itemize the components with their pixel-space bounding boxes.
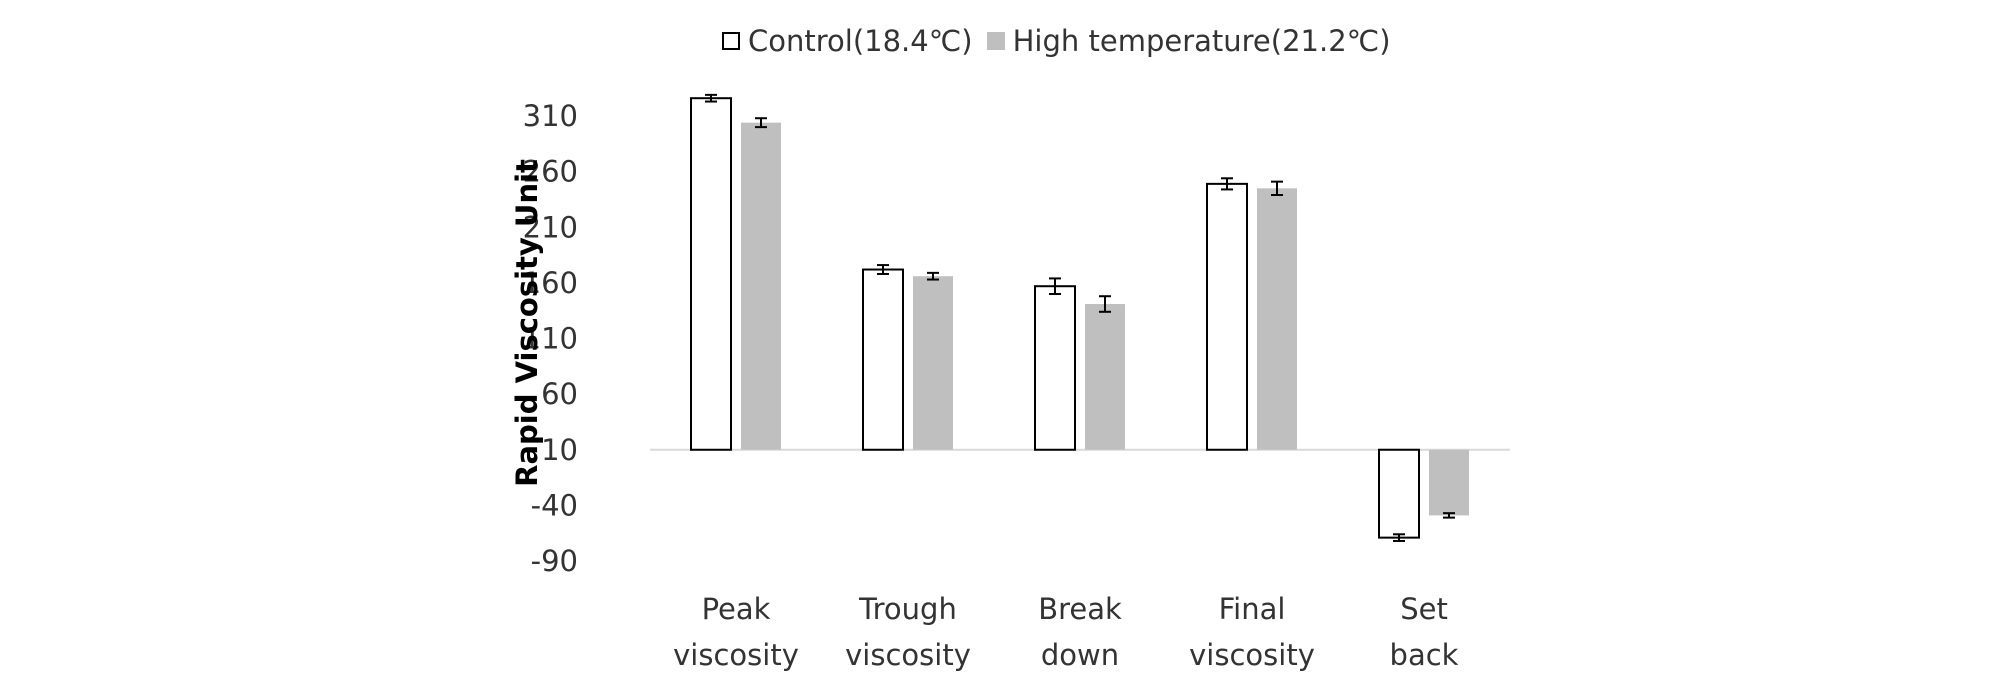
bar-high-temperature bbox=[1429, 449, 1469, 516]
y-axis-label: Rapid Viscosity Unit bbox=[510, 159, 544, 487]
y-tick-label: 160 bbox=[523, 266, 578, 300]
y-axis-ticks: 310 260 210 160 110 60 10 -40 -90 bbox=[523, 99, 578, 578]
category-label: Set back bbox=[1390, 592, 1459, 672]
legend: Control(18.4℃) High temperature(21.2℃) bbox=[722, 24, 1405, 58]
category-label: Trough viscosity bbox=[845, 592, 971, 672]
category-label-line: Set bbox=[1400, 592, 1448, 626]
y-tick-label: -90 bbox=[531, 544, 578, 578]
legend-item-high-temperature: High temperature(21.2℃) bbox=[986, 24, 1391, 58]
bar-high-temperature bbox=[913, 276, 953, 450]
category-label-line: Final bbox=[1219, 592, 1286, 626]
error-bar-control bbox=[1393, 533, 1405, 542]
y-tick-label: 10 bbox=[541, 433, 578, 467]
bar-control bbox=[690, 97, 732, 451]
bar-control bbox=[1034, 285, 1076, 451]
error-bars bbox=[705, 93, 1455, 542]
bar-control bbox=[1206, 182, 1248, 451]
y-tick-label: 60 bbox=[541, 377, 578, 411]
category-label: Break down bbox=[1038, 592, 1122, 672]
category-label-line: viscosity bbox=[845, 638, 971, 672]
category-label-line: down bbox=[1041, 638, 1119, 672]
bar-high-temperature bbox=[1257, 188, 1297, 450]
bar-high-temperature bbox=[741, 122, 781, 450]
category-labels: Peak viscosity Trough viscosity Break down Fin… bbox=[673, 592, 1459, 672]
category-label-line: Peak bbox=[702, 592, 771, 626]
category-label-line: back bbox=[1390, 638, 1459, 672]
category-label: Final viscosity bbox=[1189, 592, 1315, 672]
error-bar-control bbox=[877, 264, 889, 275]
category-label-line: viscosity bbox=[673, 638, 799, 672]
error-bar-high-temperature bbox=[927, 271, 939, 281]
legend-item-control: Control(18.4℃) bbox=[722, 24, 973, 58]
legend-label-control: Control(18.4℃) bbox=[748, 24, 973, 58]
error-bar-high-temperature bbox=[1443, 512, 1455, 519]
bar-control bbox=[1378, 448, 1420, 539]
y-tick-label: 260 bbox=[523, 155, 578, 189]
bars bbox=[690, 97, 1469, 539]
legend-swatch-control bbox=[722, 32, 740, 50]
category-label-line: Break bbox=[1038, 592, 1122, 626]
y-tick-label: -40 bbox=[531, 488, 578, 522]
legend-label-high-temperature: High temperature(21.2℃) bbox=[1012, 24, 1391, 58]
error-bar-control bbox=[1221, 177, 1233, 191]
bar-control bbox=[862, 268, 904, 451]
error-bar-control bbox=[1049, 277, 1061, 295]
category-label-line: Trough bbox=[858, 592, 957, 626]
error-bar-control bbox=[705, 93, 717, 103]
legend-swatch-high-temperature bbox=[986, 32, 1005, 50]
y-tick-label: 110 bbox=[523, 322, 578, 356]
category-label-line: viscosity bbox=[1189, 638, 1315, 672]
y-tick-label: 210 bbox=[523, 210, 578, 244]
bar-high-temperature bbox=[1085, 304, 1125, 450]
error-bar-high-temperature bbox=[1271, 180, 1283, 196]
error-bar-high-temperature bbox=[755, 117, 767, 129]
error-bar-high-temperature bbox=[1099, 295, 1111, 313]
y-tick-label: 310 bbox=[523, 99, 578, 133]
category-label: Peak viscosity bbox=[673, 592, 799, 672]
